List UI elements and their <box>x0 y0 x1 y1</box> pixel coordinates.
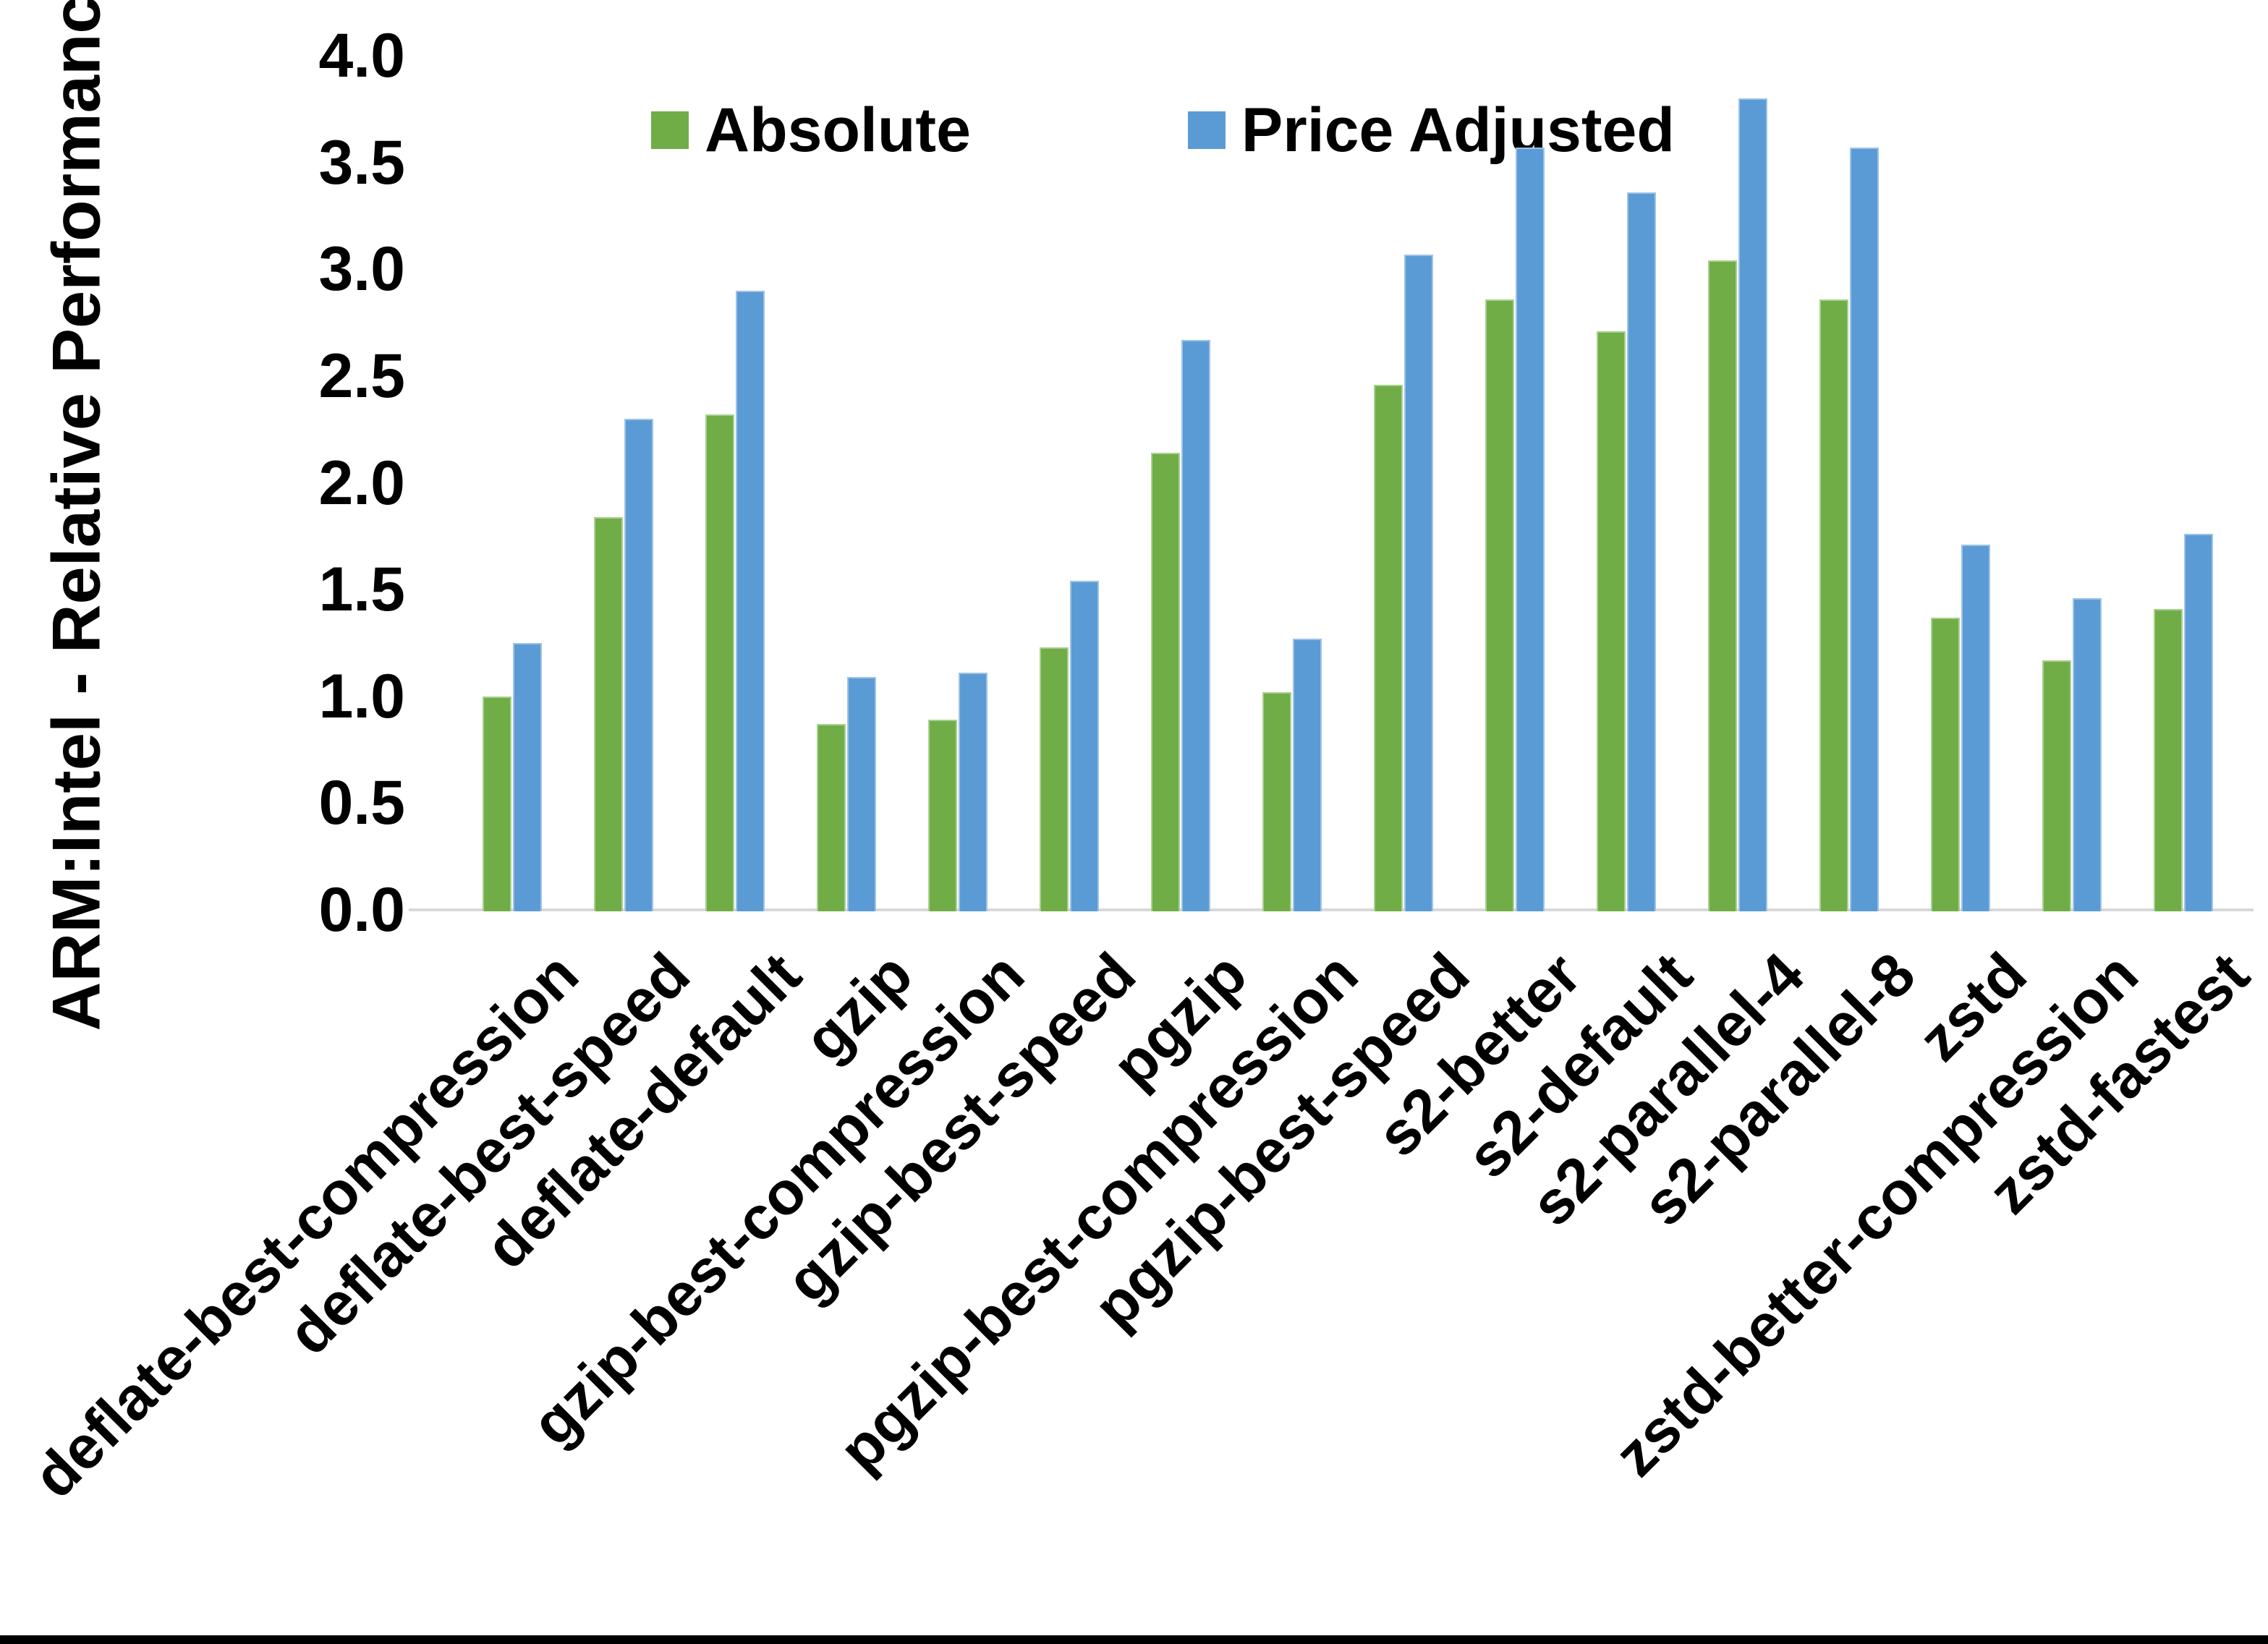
y-tick-label: 2.5 <box>318 341 405 411</box>
bar-absolute-zstd-better-compression <box>2042 660 2071 911</box>
bar-price-adjusted-gzip-best-speed <box>1070 581 1099 911</box>
bar-price-adjusted-zstd <box>1961 545 1990 911</box>
bar-price-adjusted-pgzip <box>1181 340 1210 911</box>
y-tick-label: 3.5 <box>318 127 405 197</box>
bar-absolute-deflate-best-compression <box>483 697 511 911</box>
bar-absolute-gzip-best-speed <box>1040 647 1069 911</box>
bar-price-adjusted-pgzip-best-speed <box>1404 255 1433 911</box>
bar-absolute-pgzip <box>1151 453 1180 911</box>
bottom-border <box>0 1635 2268 1644</box>
bar-absolute-s2-parallel-8 <box>1819 299 1848 911</box>
bar-price-adjusted-s2-parallel-8 <box>1850 148 1879 911</box>
bar-absolute-deflate-default <box>705 414 734 911</box>
bar-absolute-deflate-best-speed <box>594 517 623 911</box>
bar-price-adjusted-pgzip-best-compression <box>1293 639 1322 911</box>
bar-absolute-s2-better <box>1485 299 1514 911</box>
bar-price-adjusted-deflate-best-speed <box>624 419 653 911</box>
legend-item-absolute: Absolute <box>651 98 971 163</box>
legend-swatch-price-adjusted-icon <box>1187 111 1226 149</box>
bar-price-adjusted-zstd-fastest <box>2184 534 2213 911</box>
y-tick-label: 0.5 <box>318 768 405 838</box>
bar-absolute-pgzip-best-speed <box>1374 385 1403 911</box>
bar-price-adjusted-deflate-default <box>736 291 765 911</box>
y-tick-label: 1.5 <box>318 555 405 625</box>
legend-item-price-adjusted: Price Adjusted <box>1187 95 1675 165</box>
bar-price-adjusted-deflate-best-compression <box>513 643 542 911</box>
x-axis-line <box>409 908 2254 911</box>
bar-price-adjusted-gzip <box>847 677 876 911</box>
bar-absolute-pgzip-best-compression <box>1262 692 1291 911</box>
bar-absolute-gzip <box>817 724 846 911</box>
y-tick-label: 1.0 <box>318 661 405 731</box>
bar-absolute-s2-parallel-4 <box>1708 260 1737 911</box>
bar-absolute-zstd <box>1931 618 1960 911</box>
bar-price-adjusted-s2-parallel-4 <box>1738 98 1767 911</box>
legend: Absolute Price Adjusted <box>651 98 1675 163</box>
y-tick-label: 0.0 <box>318 875 405 945</box>
y-tick-label: 3.0 <box>318 234 405 304</box>
legend-swatch-absolute-icon <box>651 111 689 149</box>
bar-absolute-s2-default <box>1597 331 1626 911</box>
y-tick-label: 2.0 <box>318 448 405 518</box>
bar-price-adjusted-zstd-better-compression <box>2073 598 2102 911</box>
bar-price-adjusted-gzip-best-compression <box>959 673 988 911</box>
bar-absolute-gzip-best-compression <box>928 720 957 911</box>
legend-label-price-adjusted: Price Adjusted <box>1241 95 1675 165</box>
y-tick-label: 4.0 <box>318 21 405 90</box>
bar-absolute-zstd-fastest <box>2154 609 2183 911</box>
bar-price-adjusted-s2-better <box>1516 148 1545 911</box>
legend-label-absolute: Absolute <box>705 95 971 165</box>
bar-price-adjusted-s2-default <box>1627 192 1656 911</box>
y-axis-title: ARM:Intel - Relative Performance <box>38 0 114 1031</box>
